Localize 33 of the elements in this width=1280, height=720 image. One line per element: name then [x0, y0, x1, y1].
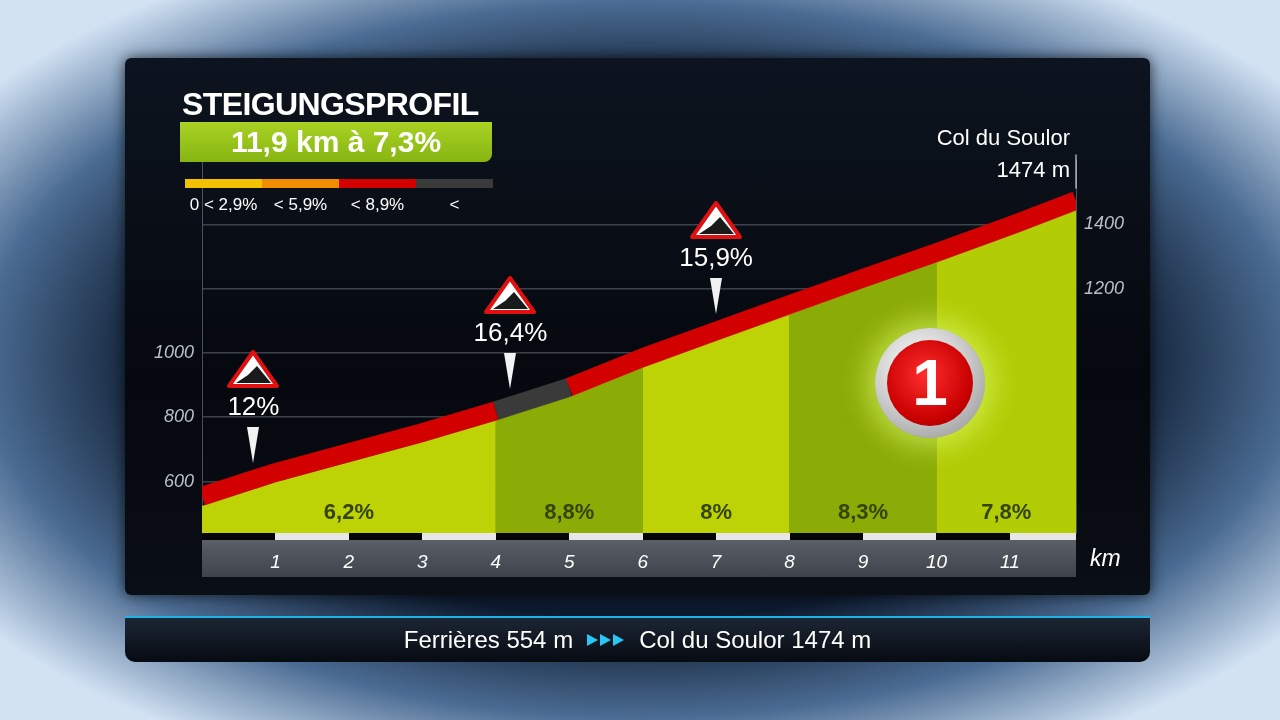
y2-tick-label: 1400	[1084, 213, 1125, 234]
x-tick-label: 7	[710, 550, 723, 572]
x-tick-label: 1	[270, 550, 281, 572]
x-tick-label: 11	[1000, 550, 1020, 572]
x-tick-label: 4	[490, 550, 502, 572]
band-label: 8,8%	[544, 499, 595, 525]
legend-label: < 8,9%	[350, 195, 405, 215]
band-label: 6,2%	[323, 499, 374, 525]
legend-label: <	[449, 195, 460, 215]
band-label: 8%	[700, 499, 733, 525]
legend-label: 0 < 2,9%	[189, 195, 258, 215]
text: Col du Soulor 1474 m	[639, 626, 872, 654]
text: Ferrières 554 m	[403, 626, 574, 654]
x-tick-label: 6	[637, 550, 649, 572]
x-tick-label: 5	[563, 550, 575, 572]
y-tick-label: 600	[163, 470, 194, 491]
x-tick-label: 10	[925, 550, 948, 572]
annotation: 12%	[227, 390, 280, 421]
band-label: 7,8%	[981, 499, 1032, 525]
y-tick-label: 800	[163, 406, 194, 427]
band-label: 8,3%	[837, 499, 889, 525]
x-tick-label: 3	[417, 550, 429, 572]
x-tick-label: 2	[342, 550, 355, 572]
y-tick-label: 1000	[153, 341, 194, 362]
legend-label: < 5,9%	[273, 195, 328, 215]
y2-tick-label: 1200	[1084, 277, 1125, 298]
chart-title: STEIGUNGSPROFIL	[182, 86, 479, 123]
annotation: Col du Soulor 1474 m	[936, 124, 1070, 182]
annotation: 16,4%	[473, 317, 548, 348]
x-tick-label: 8	[784, 550, 796, 572]
annotation: 15,9%	[679, 242, 753, 273]
x-axis-title: km	[1090, 545, 1121, 572]
x-tick-label: 9	[857, 550, 869, 572]
